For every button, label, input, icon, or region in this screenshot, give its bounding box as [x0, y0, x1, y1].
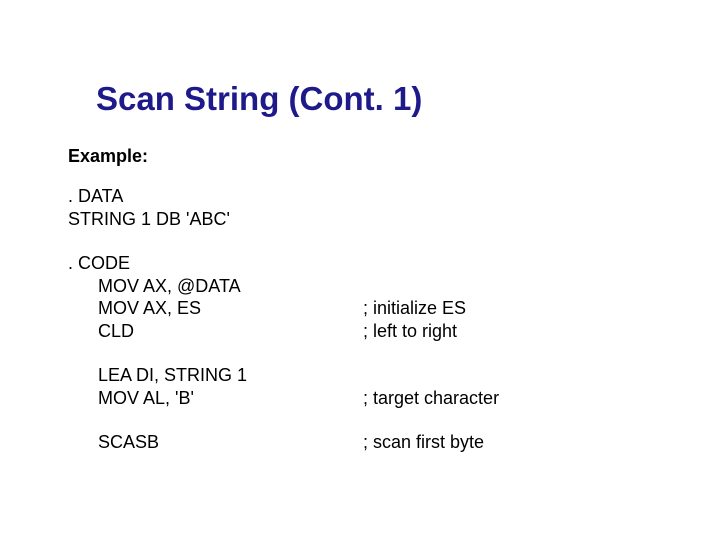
code-line: . CODE: [68, 252, 652, 275]
slide: Scan String (Cont. 1) Example: . DATASTR…: [0, 0, 720, 540]
code-line: . DATA: [68, 185, 652, 208]
code-line: MOV AL, 'B' ; target character: [68, 387, 652, 410]
code-comment: ; scan first byte: [358, 431, 484, 454]
code-blank-line: [68, 230, 652, 252]
code-comment: ; initialize ES: [358, 297, 466, 320]
code-comment: ; target character: [358, 387, 499, 410]
example-label: Example:: [68, 146, 652, 167]
code-instruction: . DATA: [68, 185, 358, 208]
code-instruction: LEA DI, STRING 1: [68, 364, 358, 387]
code-instruction: CLD: [68, 320, 358, 343]
code-blank-line: [68, 409, 652, 431]
code-line: MOV AX, ES ; initialize ES: [68, 297, 652, 320]
code-instruction: MOV AX, @DATA: [68, 275, 358, 298]
code-line: CLD ; left to right: [68, 320, 652, 343]
code-line: SCASB ; scan first byte: [68, 431, 652, 454]
code-line: STRING 1 DB 'ABC': [68, 208, 652, 231]
code-line: LEA DI, STRING 1: [68, 364, 652, 387]
code-instruction: . CODE: [68, 252, 358, 275]
code-blank-line: [68, 342, 652, 364]
slide-title: Scan String (Cont. 1): [96, 80, 652, 118]
code-instruction: SCASB: [68, 431, 358, 454]
code-line: MOV AX, @DATA: [68, 275, 652, 298]
code-instruction: STRING 1 DB 'ABC': [68, 208, 358, 231]
code-instruction: MOV AL, 'B': [68, 387, 358, 410]
code-block: . DATASTRING 1 DB 'ABC' . CODE MOV AX, @D…: [68, 185, 652, 454]
code-comment: ; left to right: [358, 320, 457, 343]
code-instruction: MOV AX, ES: [68, 297, 358, 320]
